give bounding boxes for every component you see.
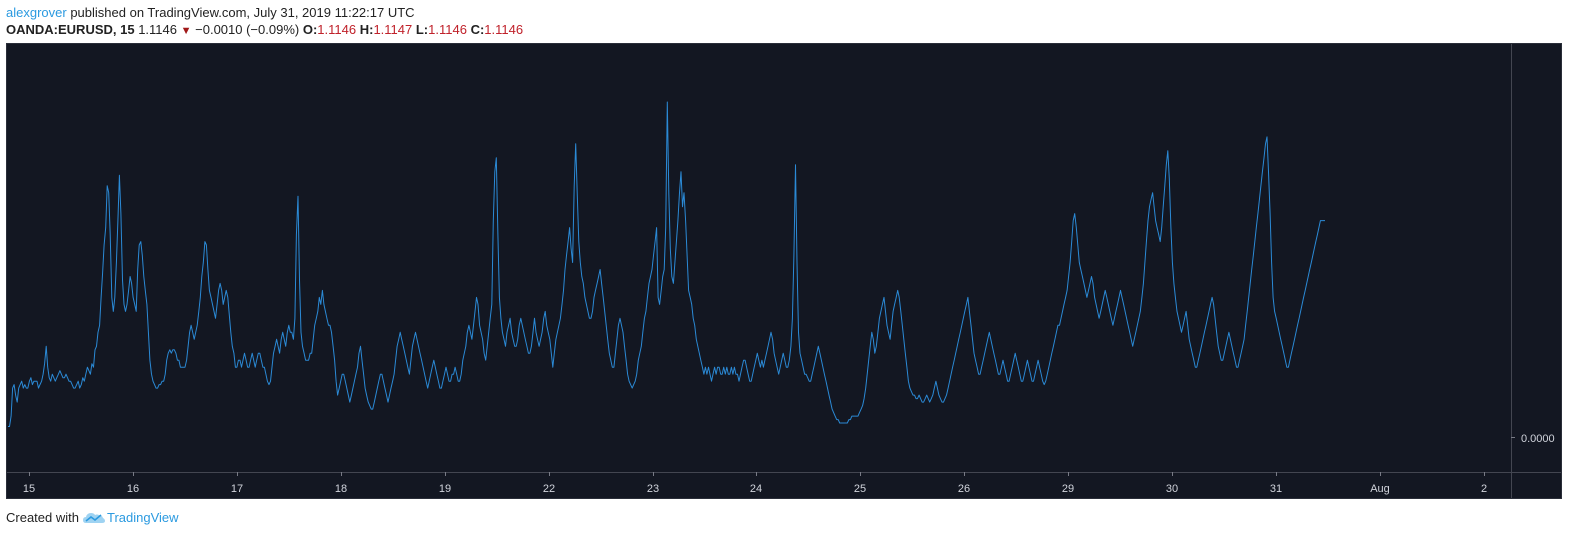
chart-svg[interactable]: 0.0000 15 16 17 18 19 22 23 24 25 26 29 30 31 Aug 2 [7, 44, 1561, 498]
time-tick-label: 18 [335, 483, 347, 495]
time-tick-label: 24 [750, 483, 762, 495]
triangle-down-icon: ▼ [180, 25, 192, 37]
last-price: 1.1146 [138, 22, 177, 37]
time-tick-label: 19 [439, 483, 451, 495]
time-tick-label: 17 [231, 483, 243, 495]
low-value: 1.1146 [428, 22, 467, 37]
time-tick-label: 16 [127, 483, 139, 495]
author-link[interactable]: alexgrover [6, 5, 67, 20]
time-tick-label: 31 [1270, 483, 1282, 495]
time-tick-label: 29 [1062, 483, 1074, 495]
tradingview-cloud-icon [82, 512, 105, 523]
price-scale-label: 0.0000 [1521, 433, 1555, 445]
tradingview-brand-link[interactable]: TradingView [106, 510, 179, 525]
time-tick-label: 30 [1166, 483, 1178, 495]
high-label: H: [359, 22, 374, 37]
created-with-text: Created with [6, 510, 79, 525]
symbol-label: OANDA:EURUSD, 15 [6, 22, 135, 37]
high-value: 1.1147 [373, 22, 413, 37]
time-tick-label: 23 [647, 483, 659, 495]
indicator-line [8, 101, 1325, 427]
open-label: O: [302, 22, 318, 37]
publish-info: alexgrover published on TradingView.com,… [6, 5, 415, 20]
open-value: 1.1146 [317, 22, 357, 37]
symbol-info-bar: OANDA:EURUSD, 15 1.1146 ▼ −0.0010 (−0.09… [6, 22, 523, 37]
time-tick-label: 25 [854, 483, 866, 495]
chart-pane[interactable]: 0.0000 15 16 17 18 19 22 23 24 25 26 29 30 31 Aug 2 [6, 43, 1562, 499]
close-value: 1.1146 [484, 22, 524, 37]
published-text: published on TradingView.com, July 31, 2… [70, 5, 415, 20]
time-tick-label: 15 [23, 483, 35, 495]
time-tick-label: Aug [1370, 483, 1390, 495]
time-tick-label: 26 [958, 483, 970, 495]
time-tick-label: 2 [1481, 483, 1487, 495]
low-label: L: [415, 22, 429, 37]
time-tick-label: 22 [543, 483, 555, 495]
footer: Created with TradingView [6, 510, 179, 525]
price-change: −0.0010 (−0.09%) [195, 22, 300, 37]
close-label: C: [470, 22, 485, 37]
